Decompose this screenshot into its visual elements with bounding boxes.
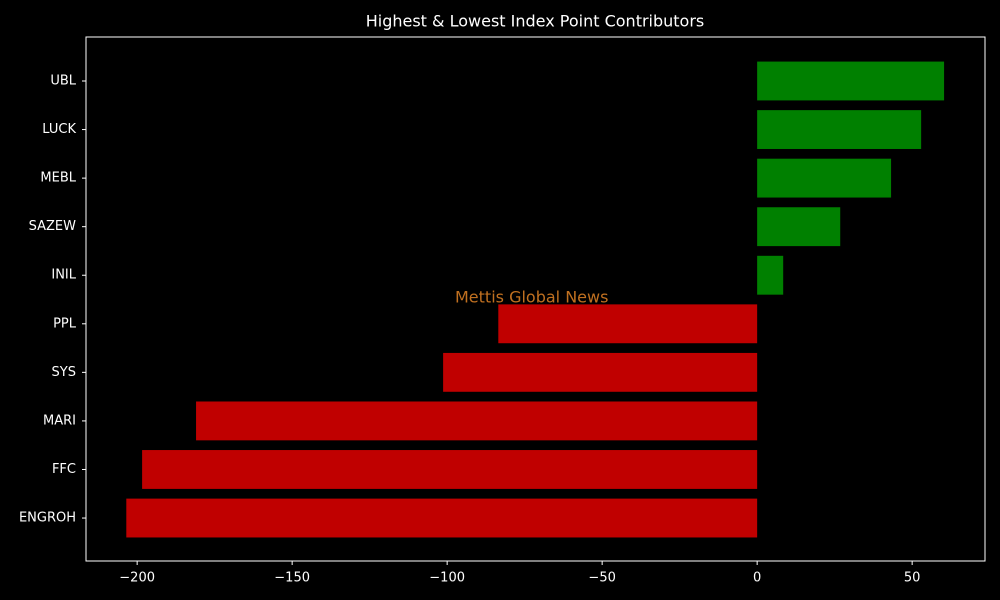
bar — [443, 352, 758, 392]
y-tick-label: FFC — [52, 462, 76, 477]
bar — [126, 498, 758, 538]
x-tick-label: −100 — [429, 571, 465, 586]
plot-frame — [85, 36, 986, 562]
bar — [196, 401, 758, 441]
chart-title: Highest & Lowest Index Point Contributor… — [366, 12, 705, 31]
x-tick-label: −200 — [119, 571, 155, 586]
x-tick-label: 0 — [753, 571, 761, 586]
y-tick-label: SAZEW — [29, 219, 77, 234]
y-tick-label: UBL — [50, 74, 76, 89]
bar — [757, 110, 922, 149]
x-tick-label: −150 — [274, 571, 310, 586]
y-tick-label: SYS — [52, 365, 76, 380]
y-tick-label: ENGROH — [19, 511, 76, 526]
y-tick-label: INIL — [51, 268, 76, 283]
x-tick-label: 50 — [904, 571, 921, 586]
bar — [757, 255, 784, 295]
bar — [757, 61, 945, 101]
bar — [757, 207, 841, 247]
y-tick-label: MEBL — [40, 171, 76, 186]
watermark: Mettis Global News — [455, 288, 608, 307]
y-tick-label: MARI — [43, 413, 76, 428]
bar — [142, 450, 758, 489]
bar — [498, 304, 758, 344]
x-tick-label: −50 — [588, 571, 615, 586]
y-tick-label: PPL — [53, 316, 77, 331]
y-tick-label: LUCK — [42, 122, 76, 137]
bar — [757, 158, 892, 198]
